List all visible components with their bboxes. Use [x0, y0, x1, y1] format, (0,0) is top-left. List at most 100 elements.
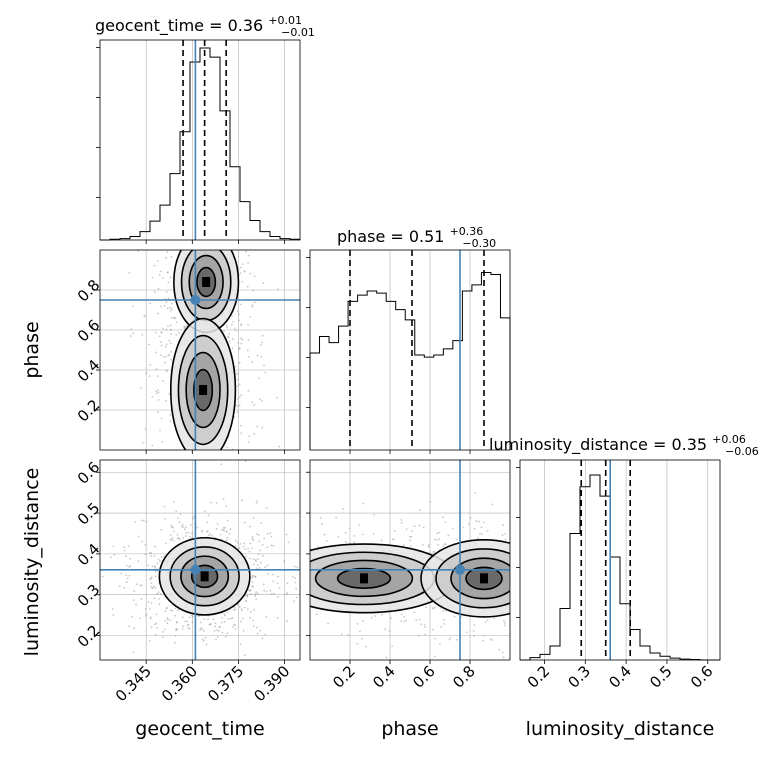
sample-point	[413, 525, 416, 528]
sample-point	[263, 600, 265, 602]
sample-point	[244, 548, 247, 550]
sample-point	[278, 586, 281, 589]
sample-point	[145, 614, 147, 617]
sample-point	[158, 335, 161, 338]
sample-point	[230, 493, 232, 495]
sample-point	[564, 624, 566, 626]
sample-point	[239, 452, 241, 454]
sample-point	[174, 641, 176, 644]
sample-point	[176, 533, 179, 536]
sample-point	[400, 518, 403, 521]
sample-point	[533, 535, 535, 537]
sample-point	[145, 372, 147, 375]
sample-point	[515, 611, 517, 613]
sample-point	[149, 585, 152, 588]
sample-point	[269, 589, 272, 592]
x-tick-label: 0.345	[112, 662, 155, 705]
sample-point	[231, 240, 233, 242]
sample-point	[527, 579, 529, 581]
sample-point	[157, 287, 160, 290]
sample-point	[157, 411, 160, 413]
sample-point	[361, 533, 364, 536]
histogram-step	[520, 474, 720, 661]
sample-point	[574, 560, 576, 562]
sample-point	[566, 556, 568, 558]
sample-point	[160, 344, 163, 347]
sample-point	[455, 638, 458, 641]
sample-point	[125, 581, 128, 583]
sample-point	[248, 254, 250, 257]
sample-point	[232, 625, 234, 628]
sample-point	[264, 371, 267, 374]
sample-point	[170, 333, 173, 335]
sample-point	[554, 601, 556, 603]
sample-point	[536, 564, 538, 566]
sample-point	[301, 616, 303, 618]
title-geocent-time: geocent_time = 0.36 +0.01 −0.01	[95, 9, 315, 39]
sample-point	[135, 603, 138, 606]
sample-point	[295, 596, 298, 599]
sample-point	[514, 601, 516, 603]
y-tick-label: 0.4	[74, 540, 104, 570]
sample-point	[161, 440, 164, 443]
sample-point	[166, 616, 169, 619]
sample-point	[151, 276, 154, 279]
sample-point	[247, 338, 250, 341]
sample-point	[234, 500, 236, 502]
contour-line	[435, 548, 510, 609]
sample-point	[242, 209, 244, 211]
sample-point	[393, 530, 396, 532]
sample-point	[140, 519, 143, 522]
sample-point	[413, 611, 416, 614]
sample-point	[491, 503, 494, 506]
sample-point	[277, 288, 279, 291]
sample-point	[247, 323, 250, 326]
sample-point	[208, 233, 210, 235]
sample-point	[243, 606, 246, 609]
sample-point	[140, 386, 143, 389]
x-tick-label: 0.360	[158, 662, 201, 705]
sample-point	[515, 609, 517, 611]
sample-point	[249, 272, 252, 275]
sample-point	[549, 565, 551, 567]
sample-point	[215, 502, 218, 504]
sample-point	[204, 636, 207, 639]
sample-point	[362, 502, 365, 505]
sample-point	[256, 354, 259, 357]
sample-point	[190, 207, 192, 209]
panel-frame	[519, 459, 721, 661]
sample-point	[238, 313, 240, 316]
sample-point	[223, 217, 225, 219]
sample-point	[222, 498, 225, 500]
sample-point	[229, 528, 232, 531]
sample-point	[276, 396, 278, 399]
sample-point	[228, 532, 231, 535]
histogram-step	[100, 47, 301, 241]
sample-point	[111, 608, 114, 611]
sample-point	[264, 633, 267, 636]
sample-point	[337, 535, 340, 538]
contour-line	[169, 317, 237, 450]
sample-point	[124, 555, 127, 558]
density-peak	[360, 573, 368, 584]
sample-point	[483, 634, 486, 637]
sample-point	[292, 550, 294, 552]
sample-point	[159, 429, 161, 432]
sample-point	[418, 524, 421, 527]
sample-point	[289, 556, 291, 558]
sample-point	[199, 621, 202, 624]
sample-point	[186, 624, 189, 626]
sample-point	[256, 632, 259, 635]
sample-point	[231, 451, 233, 453]
sample-point	[265, 582, 267, 584]
sample-point	[215, 219, 217, 221]
sample-point	[191, 615, 194, 618]
density-peak	[200, 571, 209, 582]
sample-point	[285, 593, 288, 596]
sample-point	[403, 615, 406, 618]
sample-point	[308, 547, 310, 549]
sample-point	[153, 623, 156, 626]
sample-point	[486, 619, 489, 621]
sample-point	[256, 500, 259, 502]
panel-content	[100, 207, 300, 502]
